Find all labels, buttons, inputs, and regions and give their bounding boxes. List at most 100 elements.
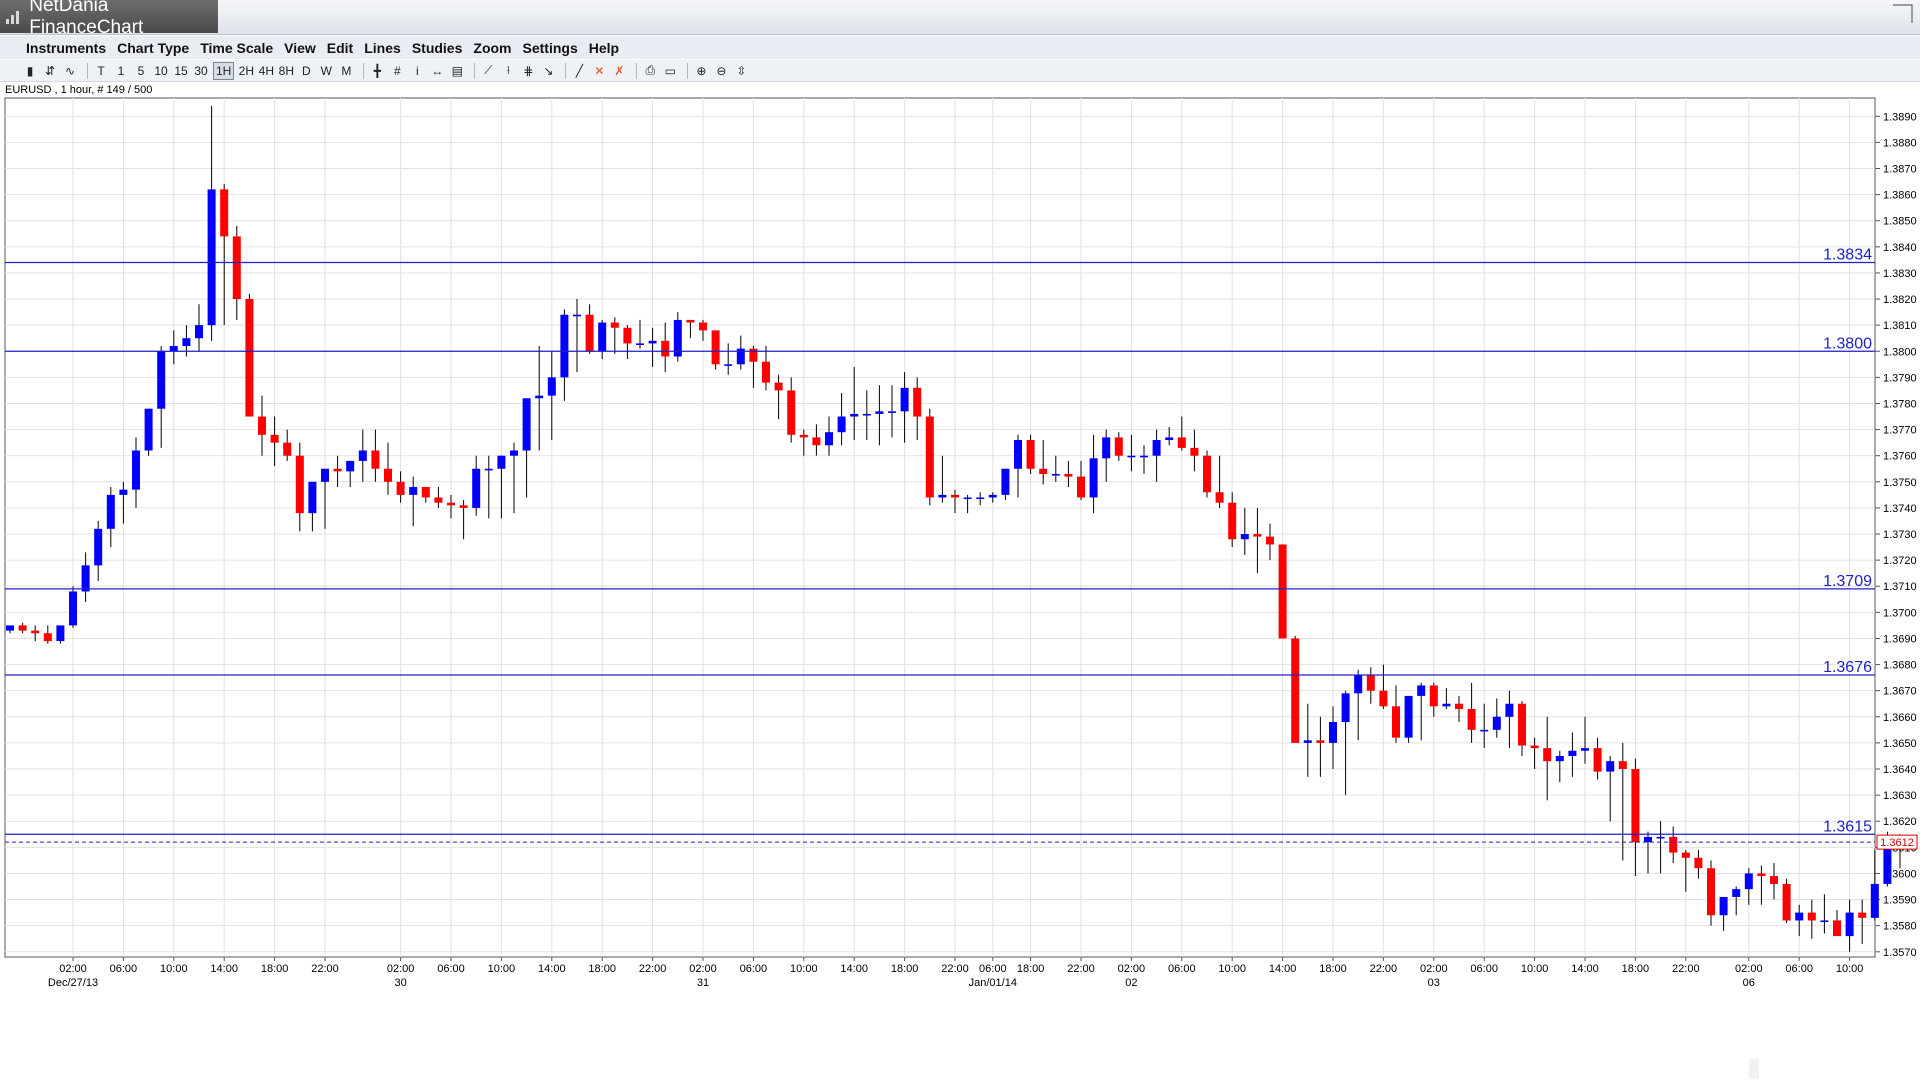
title-bar: NetDania FinanceChart	[0, 0, 1920, 38]
menu-help[interactable]: Help	[588, 39, 620, 56]
candle-body	[1064, 473, 1073, 477]
x-date-label: Dec/27/13	[48, 977, 98, 989]
candle	[1644, 831, 1652, 874]
trendline-icon[interactable]: ⟋	[484, 63, 493, 77]
candle	[409, 476, 418, 527]
x-tick-label: 22:00	[1370, 963, 1398, 975]
volume-icon[interactable]: ▤	[451, 63, 464, 78]
bar-chart-icon[interactable]: ▮	[26, 63, 34, 78]
candle-body	[711, 330, 720, 365]
candle-body	[1177, 437, 1186, 448]
candle-body	[1190, 447, 1199, 456]
candle	[1631, 758, 1640, 877]
candle-body	[1253, 534, 1262, 537]
zoom-fit-icon[interactable]: ⇳	[736, 63, 747, 78]
timescale-30[interactable]: 30	[194, 63, 208, 78]
candle	[1303, 703, 1312, 777]
menu-edit[interactable]: Edit	[326, 39, 354, 56]
timescale-1h[interactable]: 1H	[213, 61, 235, 80]
print-icon[interactable]: ⎙	[645, 63, 656, 77]
candle	[1555, 750, 1564, 783]
print-preview-icon[interactable]: ▭	[664, 63, 677, 78]
menu-settings[interactable]: Settings	[522, 39, 578, 56]
last-price-label: 1.3612	[1880, 837, 1914, 849]
candle-body	[673, 319, 682, 357]
delete-all-icon[interactable]: ✗	[614, 63, 625, 78]
timescale-5[interactable]: 5	[137, 63, 145, 78]
candle	[1669, 826, 1678, 864]
candle	[220, 184, 229, 326]
zoom-out-icon[interactable]: ⊖	[716, 63, 727, 78]
candle	[1455, 695, 1463, 723]
candle	[799, 429, 808, 456]
fibonacci-icon[interactable]: ⋕	[523, 63, 534, 78]
candle-body	[1782, 883, 1791, 921]
line-chart-icon[interactable]: ∿	[64, 63, 76, 78]
x-tick-label: 06:00	[110, 963, 138, 975]
candlestick-icon[interactable]: ⇵	[44, 63, 56, 78]
timescale-d[interactable]: D	[302, 63, 311, 78]
menu-lines[interactable]: Lines	[364, 39, 401, 56]
candle	[535, 346, 544, 451]
timescale-2h[interactable]: 2H	[238, 63, 255, 78]
candle	[1656, 821, 1665, 874]
delete-icon[interactable]: ✕	[594, 63, 605, 78]
candle-body	[547, 377, 556, 396]
candle	[938, 455, 947, 503]
candle	[762, 346, 770, 391]
candle	[1870, 849, 1879, 921]
candle	[1291, 635, 1300, 743]
candle	[1253, 507, 1262, 574]
menu-instruments[interactable]: Instruments	[26, 39, 107, 56]
info-icon[interactable]: i	[416, 63, 419, 78]
candle	[447, 494, 455, 519]
timescale-1[interactable]: 1	[117, 63, 125, 78]
timescale-w[interactable]: W	[320, 63, 332, 78]
y-tick-label: 1.3830	[1883, 268, 1917, 280]
pan-icon[interactable]: ↔	[431, 63, 444, 78]
candle-body	[1089, 458, 1098, 498]
candle	[837, 393, 846, 446]
candle	[1417, 682, 1426, 741]
timescale-15[interactable]: 15	[174, 63, 188, 78]
candle-body	[1102, 437, 1111, 459]
timescale-8h[interactable]: 8H	[278, 63, 295, 78]
menu-zoom[interactable]: Zoom	[473, 39, 512, 56]
grid-icon[interactable]: #	[394, 63, 401, 78]
symbol-info: EURUSD , 1 hour, # 149 / 500	[5, 84, 153, 96]
zoom-in-icon[interactable]: ⊕	[696, 63, 707, 78]
candle-body	[1732, 889, 1741, 897]
candle-body	[31, 630, 40, 634]
fan-icon[interactable]: ⟊	[506, 63, 510, 77]
timescale-10[interactable]: 10	[154, 63, 168, 78]
candle	[888, 385, 896, 438]
x-tick-label: 02:00	[1420, 963, 1448, 975]
x-tick-label: 18:00	[588, 963, 616, 975]
price-chart[interactable]: 1.35701.35801.35901.36001.36101.36201.36…	[0, 95, 1920, 1005]
maximize-icon[interactable]	[1892, 4, 1914, 24]
menu-studies[interactable]: Studies	[411, 39, 463, 56]
candle	[31, 625, 40, 642]
candle	[1518, 701, 1526, 756]
arrow-icon[interactable]: ↘	[543, 63, 554, 78]
plot-area	[4, 97, 1876, 958]
app-tab[interactable]: NetDania FinanceChart	[0, 0, 218, 38]
menu-time-scale[interactable]: Time Scale	[200, 39, 274, 56]
timescale-t[interactable]: T	[97, 63, 105, 78]
candle	[1845, 899, 1854, 952]
line-tool-icon[interactable]: ╱	[575, 63, 583, 78]
candle-body	[94, 528, 103, 566]
timescale-m[interactable]: M	[341, 63, 352, 78]
x-tick-label: 10:00	[160, 963, 188, 975]
timescale-4h[interactable]: 4H	[258, 63, 275, 78]
crosshair-icon[interactable]: ╋	[373, 63, 381, 78]
x-tick-label: 14:00	[538, 963, 566, 975]
menu-chart-type[interactable]: Chart Type	[117, 39, 190, 56]
candle-body	[1001, 468, 1010, 495]
menu-view[interactable]: View	[284, 39, 316, 56]
candle-body	[1820, 920, 1829, 923]
candle	[1089, 434, 1098, 514]
candle-body	[1165, 437, 1174, 441]
level-label: 1.3676	[1823, 659, 1872, 676]
candle-body	[1707, 868, 1715, 916]
